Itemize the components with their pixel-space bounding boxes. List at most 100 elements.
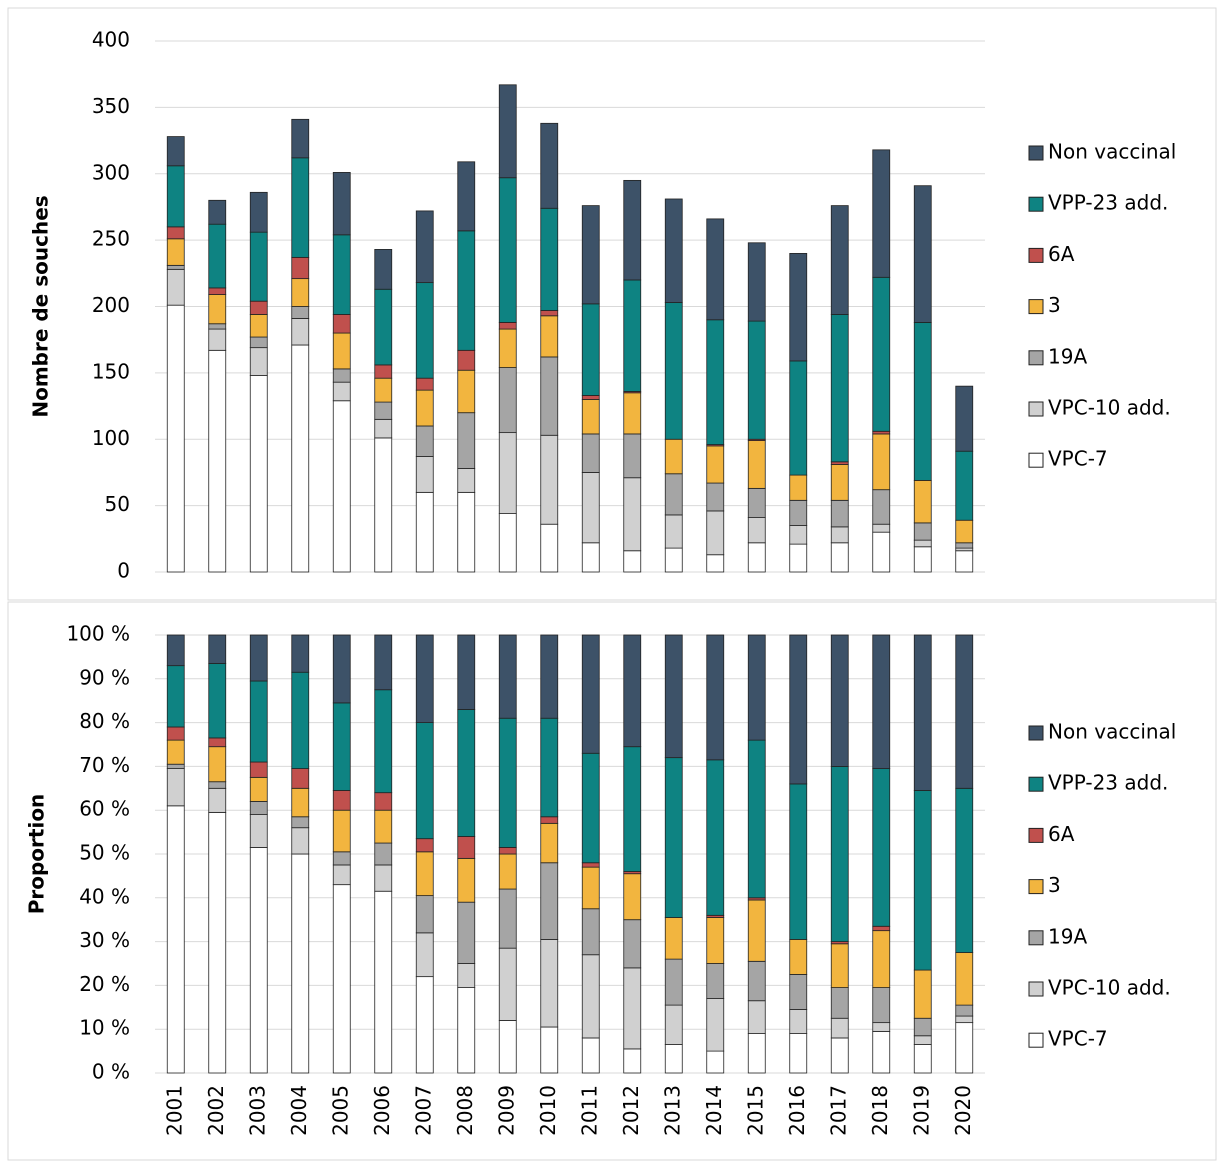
bar-segment (706, 759, 725, 916)
bar-segment (623, 1048, 642, 1074)
bar-segment (955, 1015, 974, 1024)
bar-segment (955, 634, 974, 789)
bar-segment (249, 634, 268, 682)
y-tick-label: 350 (92, 94, 130, 118)
bar-segment (581, 303, 600, 396)
legend-label: 3 (1048, 873, 1061, 897)
legend-swatch (1028, 879, 1044, 895)
bar-segment (208, 787, 227, 813)
x-tick-label: 2015 (743, 1085, 767, 1136)
bar-segment (664, 473, 683, 516)
bar-segment (457, 161, 476, 232)
legend-label: 19A (1048, 344, 1087, 368)
bar-segment (249, 801, 268, 815)
legend-swatch (1028, 930, 1044, 946)
bar-segment (747, 899, 766, 962)
bar-segment (623, 279, 642, 392)
bar-segment (872, 930, 891, 988)
bar-segment (498, 322, 517, 330)
legend-swatch (1028, 401, 1044, 417)
bar-segment (498, 634, 517, 719)
y-tick-label: 10 % (79, 1016, 130, 1040)
bar-segment (415, 838, 434, 853)
bar-segment (208, 328, 227, 351)
bar-segment (374, 689, 393, 794)
bar-segment (415, 895, 434, 934)
bar-segment (706, 963, 725, 999)
legend-swatch (1028, 776, 1044, 792)
bar-segment (789, 474, 808, 501)
bar-segment (955, 542, 974, 549)
bar-segment (540, 434, 559, 525)
bar-segment (747, 517, 766, 544)
bar-segment (166, 264, 185, 270)
bar-segment (955, 952, 974, 1006)
bar-segment (415, 282, 434, 379)
bar-segment (664, 547, 683, 573)
bar-segment (457, 901, 476, 964)
bar-segment (913, 1044, 932, 1074)
bar-segment (664, 1044, 683, 1074)
bar-segment (166, 763, 185, 769)
bar-segment (540, 207, 559, 311)
bar-segment (872, 1022, 891, 1032)
bar-segment (913, 969, 932, 1019)
bar-segment (789, 1033, 808, 1074)
bar-segment (415, 389, 434, 427)
bar-segment (415, 377, 434, 391)
legend-label: 6A (1048, 822, 1075, 846)
bar-segment (830, 943, 849, 988)
x-tick-label: 2017 (826, 1085, 850, 1136)
bar-segment (374, 401, 393, 420)
bar-segment (664, 757, 683, 918)
bar-segment (789, 252, 808, 362)
bar-segment (706, 634, 725, 761)
legend-label: 6A (1048, 242, 1075, 266)
x-tick-label: 2003 (245, 1085, 269, 1136)
bar-segment (291, 634, 310, 673)
bar-segment (457, 963, 476, 988)
bar-segment (664, 302, 683, 440)
bar-segment (623, 967, 642, 1050)
bar-segment (540, 315, 559, 358)
bar-segment (166, 726, 185, 741)
legend-label: VPC-7 (1048, 1027, 1108, 1051)
y-tick-label: 40 % (79, 884, 130, 908)
bar-segment (706, 1050, 725, 1074)
bar-segment (498, 847, 517, 855)
bar-segment (913, 185, 932, 323)
bar-segment (623, 873, 642, 921)
y-tick-label: 70 % (79, 753, 130, 777)
bar-segment (540, 523, 559, 573)
bar-segment (498, 853, 517, 890)
bar-segment (457, 369, 476, 414)
legend-label: Non vaccinal (1048, 140, 1176, 164)
bar-segment (872, 987, 891, 1024)
legend-swatch (1028, 452, 1044, 468)
bar-segment (789, 499, 808, 526)
bar-segment (332, 884, 351, 1074)
bar-segment (747, 242, 766, 322)
bar-segment (374, 809, 393, 844)
x-tick-label: 2010 (536, 1085, 560, 1136)
bar-segment (581, 395, 600, 400)
bar-segment (498, 367, 517, 434)
bar-segment (913, 1035, 932, 1045)
y-tick-label: 60 % (79, 797, 130, 821)
bar-segment (415, 722, 434, 840)
bar-segment (747, 960, 766, 1002)
bar-segment (249, 336, 268, 349)
bar-segment (332, 234, 351, 315)
bar-segment (830, 1037, 849, 1074)
bar-segment (623, 179, 642, 281)
bar-segment (830, 526, 849, 544)
y-tick-label: 0 (117, 559, 130, 583)
bar-segment (747, 440, 766, 489)
bar-segment (208, 663, 227, 739)
bar-segment (540, 862, 559, 940)
y-tick-label: 80 % (79, 709, 130, 733)
x-tick-label: 2001 (162, 1085, 186, 1136)
bar-segment (249, 814, 268, 848)
y-tick-label: 150 (92, 359, 130, 383)
